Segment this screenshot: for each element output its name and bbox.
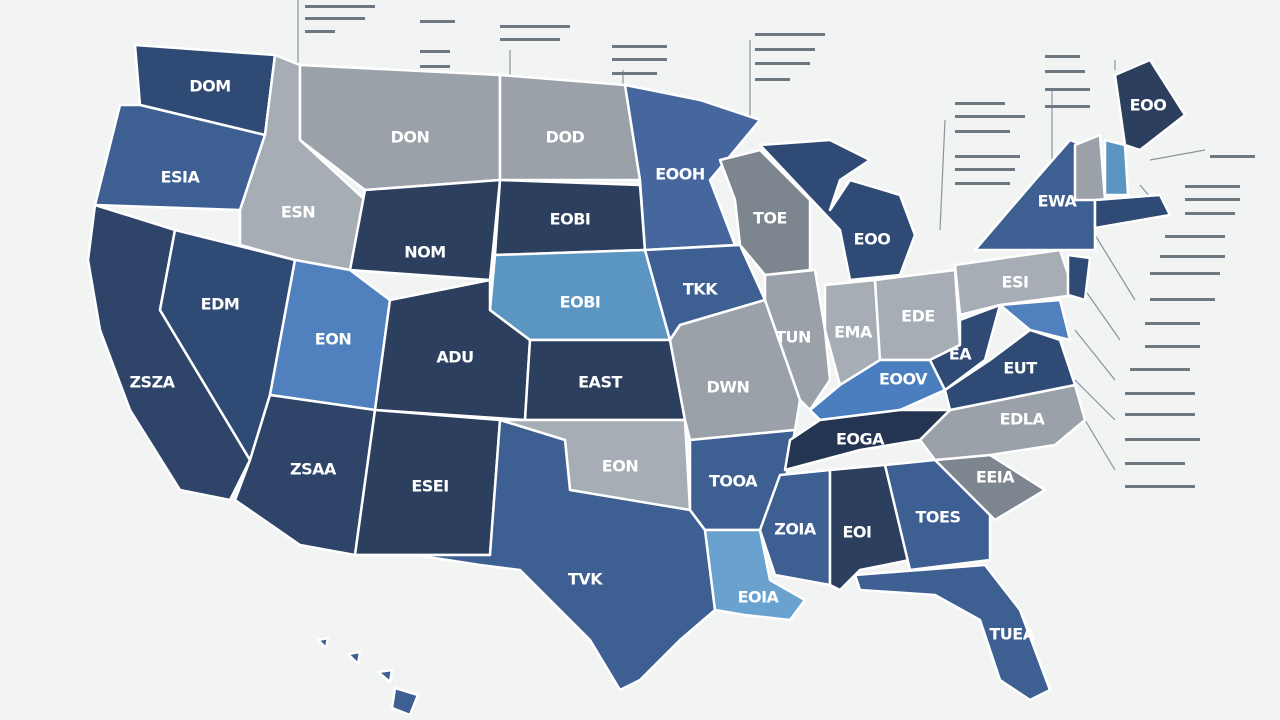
state-label: NOM [404, 243, 445, 262]
leader-line [1149, 149, 1206, 161]
state-shape [853, 563, 1052, 702]
leader-line [1084, 419, 1116, 471]
state-shape [353, 418, 717, 692]
state-label: EMA [834, 323, 873, 342]
state-label: EDM [201, 295, 240, 314]
state-label: ZOIA [774, 520, 817, 539]
state-label: EOI [843, 523, 872, 542]
state-label: EOGA [836, 430, 885, 449]
leader-line [1084, 289, 1121, 341]
leader-line [1074, 329, 1116, 381]
state-label: TUEA [989, 625, 1035, 644]
state-label: ESEI [411, 477, 448, 496]
state-label: EON [315, 330, 351, 349]
state-label: DOM [189, 77, 230, 96]
leader-line [1094, 234, 1136, 301]
state-label: EOO [854, 230, 891, 249]
state-label: EUT [1003, 359, 1037, 378]
state-label: EDE [901, 307, 935, 326]
states [86, 43, 1187, 717]
state-label: TOOA [709, 472, 758, 491]
state-label: ZSZA [129, 373, 175, 392]
state-label: EA [949, 345, 972, 364]
state-shape [758, 468, 832, 587]
state-label: DOD [546, 128, 585, 147]
state-label: EOBI [550, 210, 591, 229]
state-shape [953, 248, 1077, 317]
state-label: EWA [1038, 192, 1078, 211]
state-shape [1073, 133, 1107, 202]
state-label: DON [391, 128, 430, 147]
state-label: ADU [436, 348, 473, 367]
state-shape [943, 328, 1077, 412]
state-label: TKK [683, 280, 718, 299]
state-label: EAST [578, 373, 622, 392]
state-label: TOE [753, 209, 787, 228]
state-shape [623, 83, 762, 252]
state-label: TVK [568, 570, 603, 589]
state-label: ESN [281, 203, 315, 222]
state-shape [1113, 58, 1187, 152]
state-label: ZSAA [290, 460, 337, 479]
state-shape [668, 298, 802, 442]
state-label: EON [602, 457, 638, 476]
state-shape [1103, 138, 1130, 197]
state-label: EOBI [560, 293, 601, 312]
state-label: EOOH [655, 165, 705, 184]
island-shape [390, 686, 420, 717]
island-shape [376, 668, 394, 684]
leader-line [1074, 379, 1116, 421]
state-label: TOES [916, 508, 961, 527]
state-shape [998, 298, 1072, 342]
island-shape [346, 650, 362, 666]
state-labels: DOM ESIA ZSZA EDM ESN DON NOM EON ADU ZS… [129, 77, 1166, 644]
island-shape [316, 636, 330, 650]
state-shape [758, 138, 917, 282]
state-label: EEIA [976, 468, 1015, 487]
state-label: EOOV [879, 370, 928, 389]
state-label: DWN [707, 378, 750, 397]
state-label: ESI [1002, 273, 1029, 292]
state-label: EOIA [738, 588, 780, 607]
state-label: EOO [1130, 96, 1167, 115]
state-label: TUN [775, 328, 811, 347]
state-shape [348, 178, 502, 282]
state-label: ESIA [161, 168, 201, 187]
state-shape [1093, 193, 1172, 230]
state-label: EDLA [1000, 410, 1046, 429]
leader-line [939, 119, 946, 231]
state-shape [1066, 253, 1092, 302]
state-shape [763, 268, 832, 412]
